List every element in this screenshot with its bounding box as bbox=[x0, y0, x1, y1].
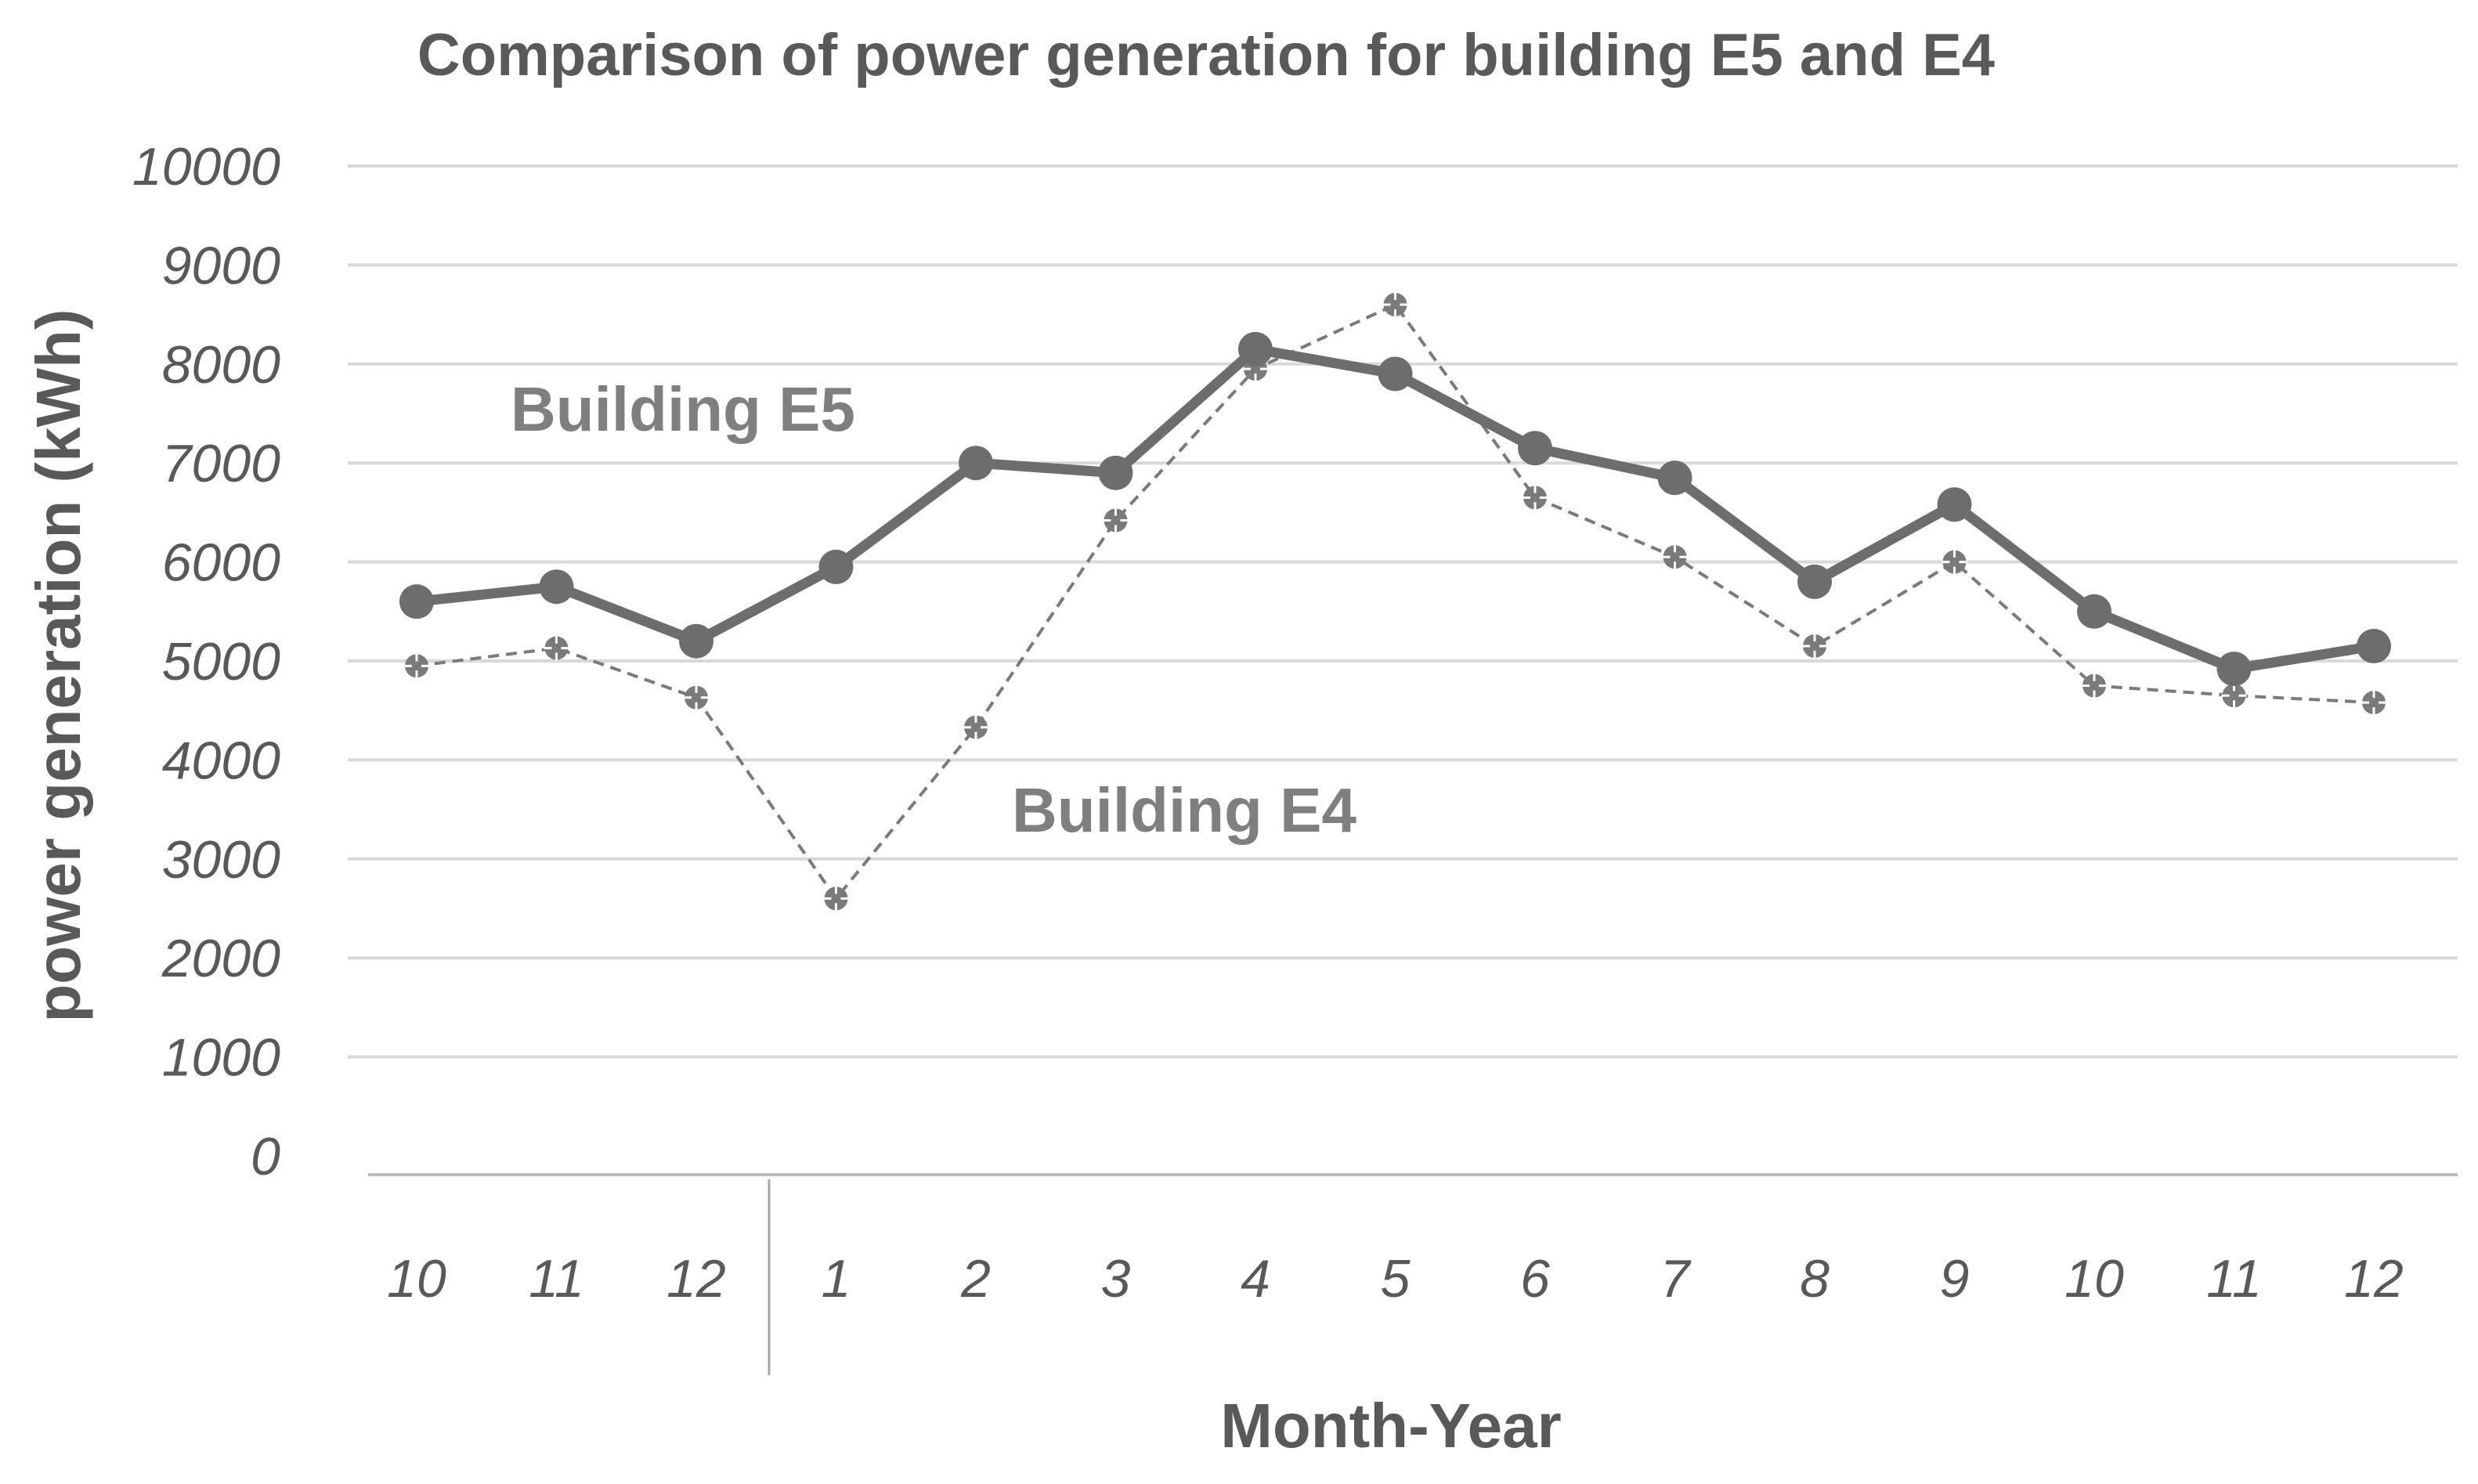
y-tick-label: 8000 bbox=[162, 335, 280, 395]
x-tick-label: 4 bbox=[1241, 1249, 1270, 1309]
x-tick-label: 2 bbox=[960, 1249, 991, 1309]
x-tick-label: 5 bbox=[1381, 1249, 1411, 1309]
data-point-e5 bbox=[539, 569, 574, 605]
x-tick-label: 12 bbox=[2344, 1249, 2404, 1309]
data-point-e5 bbox=[1797, 564, 1832, 599]
data-point-e4 bbox=[2082, 673, 2107, 699]
series-label-e5: Building E5 bbox=[511, 374, 855, 444]
y-tick-label: 5000 bbox=[162, 632, 280, 691]
y-tick-label: 1000 bbox=[162, 1028, 280, 1088]
series-line-e4 bbox=[416, 303, 2375, 901]
data-point-e4 bbox=[2361, 690, 2386, 716]
y-tick-label: 9000 bbox=[162, 236, 280, 295]
data-point-e4 bbox=[1523, 485, 1548, 511]
x-tick-label: 6 bbox=[1520, 1249, 1550, 1309]
data-point-e4 bbox=[963, 714, 988, 740]
data-point-e5 bbox=[1937, 487, 1972, 522]
data-point-e5 bbox=[818, 549, 854, 584]
x-tick-label: 12 bbox=[666, 1249, 726, 1309]
x-tick-label: 10 bbox=[2064, 1249, 2124, 1309]
data-point-e5 bbox=[2216, 652, 2252, 687]
data-point-e4 bbox=[1103, 507, 1129, 533]
series-label-e4: Building E4 bbox=[1012, 775, 1357, 845]
y-tick-label: 10000 bbox=[132, 137, 280, 197]
x-tick-label: 7 bbox=[1660, 1249, 1692, 1309]
series-group bbox=[399, 291, 2391, 912]
data-point-e4 bbox=[823, 886, 849, 912]
data-point-e4 bbox=[1662, 544, 1688, 570]
data-point-e5 bbox=[2077, 594, 2111, 629]
gridlines bbox=[348, 164, 2458, 1059]
y-tick-label: 4000 bbox=[162, 731, 280, 790]
x-tick-label: 9 bbox=[1940, 1249, 1970, 1309]
data-point-e4 bbox=[1942, 549, 1967, 575]
y-tick-label: 7000 bbox=[162, 434, 280, 493]
x-tick-label: 1 bbox=[822, 1249, 851, 1309]
y-tick-label: 2000 bbox=[161, 929, 280, 988]
data-point-e4 bbox=[544, 635, 569, 661]
y-tick-label: 6000 bbox=[162, 533, 280, 593]
data-point-e5 bbox=[1657, 460, 1692, 496]
data-point-e4 bbox=[684, 684, 709, 710]
x-tick-label: 11 bbox=[529, 1249, 584, 1309]
x-tick-label: 10 bbox=[387, 1249, 446, 1309]
data-point-e4 bbox=[2221, 683, 2247, 709]
data-point-e5 bbox=[959, 446, 993, 481]
x-tick-label: 11 bbox=[2206, 1249, 2262, 1309]
data-point-e4 bbox=[404, 653, 429, 679]
y-tick-label: 3000 bbox=[162, 830, 280, 890]
x-axis-label: Month-Year bbox=[1220, 1391, 1562, 1461]
x-tick-label: 8 bbox=[1800, 1249, 1830, 1309]
data-point-e4 bbox=[1802, 634, 1827, 659]
y-tick-label: 0 bbox=[251, 1127, 280, 1186]
data-point-e5 bbox=[1378, 356, 1413, 392]
data-point-e5 bbox=[1518, 431, 1552, 466]
chart-title: Comparison of power generation for build… bbox=[417, 22, 1995, 88]
y-axis-label: power generation (kWh) bbox=[23, 309, 93, 1022]
data-point-e4 bbox=[1382, 291, 1408, 317]
x-tick-label: 3 bbox=[1101, 1249, 1131, 1309]
data-point-e5 bbox=[1098, 455, 1133, 490]
data-point-e5 bbox=[2357, 629, 2391, 664]
y-axis-ticks: 0 1000 2000 3000 4000 5000 6000 7000 8000 9000 100… bbox=[132, 137, 280, 1186]
data-point-e5 bbox=[399, 584, 434, 619]
data-point-e5 bbox=[1238, 331, 1273, 366]
x-axis-ticks: 10 11 12 1 2 3 4 5 6 7 8 9 10 11 12 bbox=[387, 1249, 2404, 1309]
data-point-e5 bbox=[679, 623, 713, 659]
